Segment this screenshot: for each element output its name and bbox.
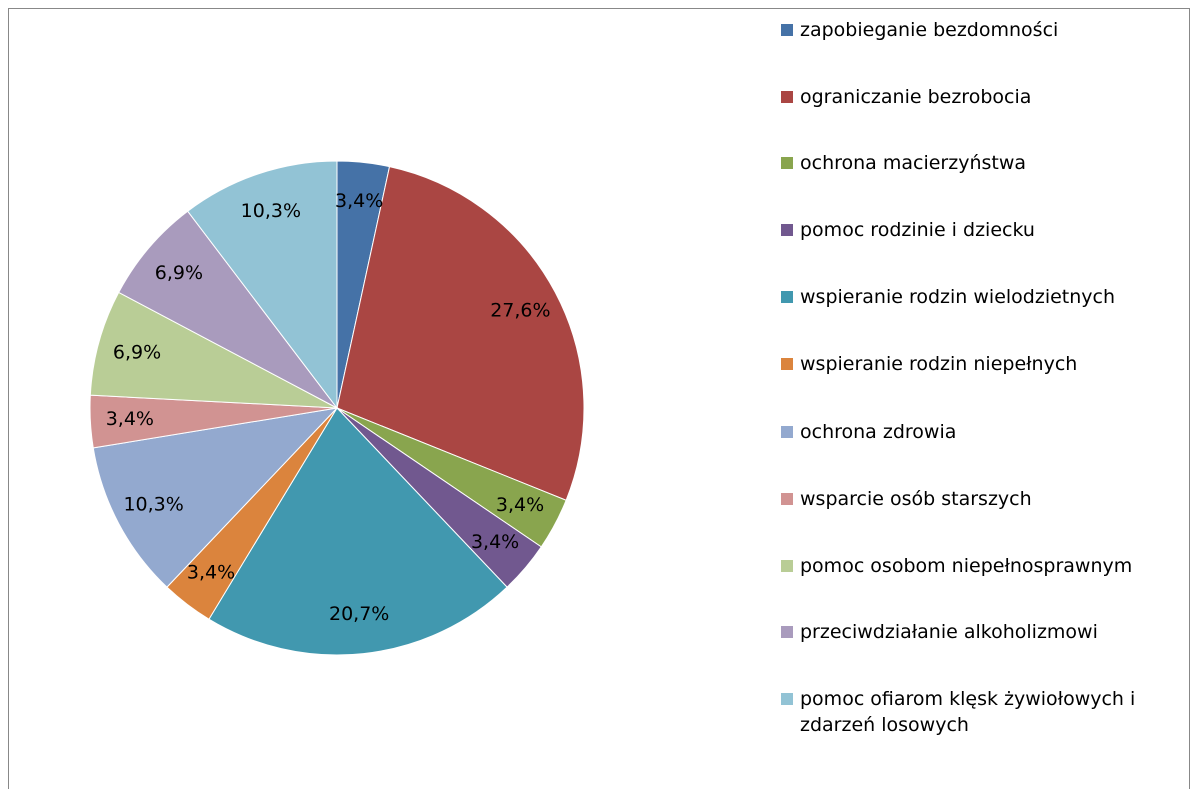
pie-slice bbox=[336, 166, 585, 501]
pie-slice bbox=[92, 407, 339, 588]
data-label: 3,4% bbox=[335, 190, 383, 212]
legend-label: pomoc rodzinie i dziecku bbox=[800, 219, 1035, 241]
data-label: 3,4% bbox=[496, 494, 544, 516]
legend-swatch bbox=[781, 291, 793, 303]
legend-swatch bbox=[781, 157, 793, 169]
legend-swatch bbox=[781, 224, 793, 236]
chart-border bbox=[8, 8, 1190, 789]
legend-label: przeciwdziałanie alkoholizmowi bbox=[800, 621, 1098, 643]
legend-label: ochrona macierzyństwa bbox=[800, 152, 1027, 174]
legend-label: wspieranie rodzin niepełnych bbox=[800, 353, 1078, 375]
legend-label: wsparcie osób starszych bbox=[800, 488, 1032, 510]
legend-swatch bbox=[781, 426, 793, 438]
pie-slice bbox=[118, 210, 338, 409]
legend-swatch bbox=[781, 358, 793, 370]
legend-swatch bbox=[781, 91, 793, 103]
data-label: 10,3% bbox=[123, 494, 183, 516]
legend-label: zapobieganie bezdomności bbox=[800, 19, 1059, 41]
legend-swatch bbox=[781, 24, 793, 36]
data-label: 3,4% bbox=[187, 561, 235, 583]
legend-swatch bbox=[781, 493, 793, 505]
legend-label: pomoc osobom niepełnosprawnym bbox=[800, 555, 1133, 577]
legend-label: ochrona zdrowia bbox=[800, 421, 957, 443]
data-label: 3,4% bbox=[106, 408, 154, 430]
data-label: 6,9% bbox=[113, 341, 161, 363]
data-label: 10,3% bbox=[241, 200, 301, 222]
legend-label: ograniczanie bezrobocia bbox=[800, 86, 1032, 108]
pie-slice bbox=[208, 407, 508, 656]
legend-swatch bbox=[781, 693, 793, 705]
data-label: 20,7% bbox=[329, 603, 389, 625]
pie-slice bbox=[89, 291, 338, 409]
legend-swatch bbox=[781, 626, 793, 638]
data-label: 6,9% bbox=[155, 262, 203, 284]
pie-slice bbox=[186, 160, 338, 410]
legend-swatch bbox=[781, 560, 793, 572]
legend-label: wspieranie rodzin wielodzietnych bbox=[800, 286, 1116, 308]
legend-label: pomoc ofiarom klęsk żywiołowych i zdarze… bbox=[800, 688, 1136, 736]
data-label: 27,6% bbox=[490, 299, 550, 321]
data-label: 3,4% bbox=[471, 531, 519, 553]
